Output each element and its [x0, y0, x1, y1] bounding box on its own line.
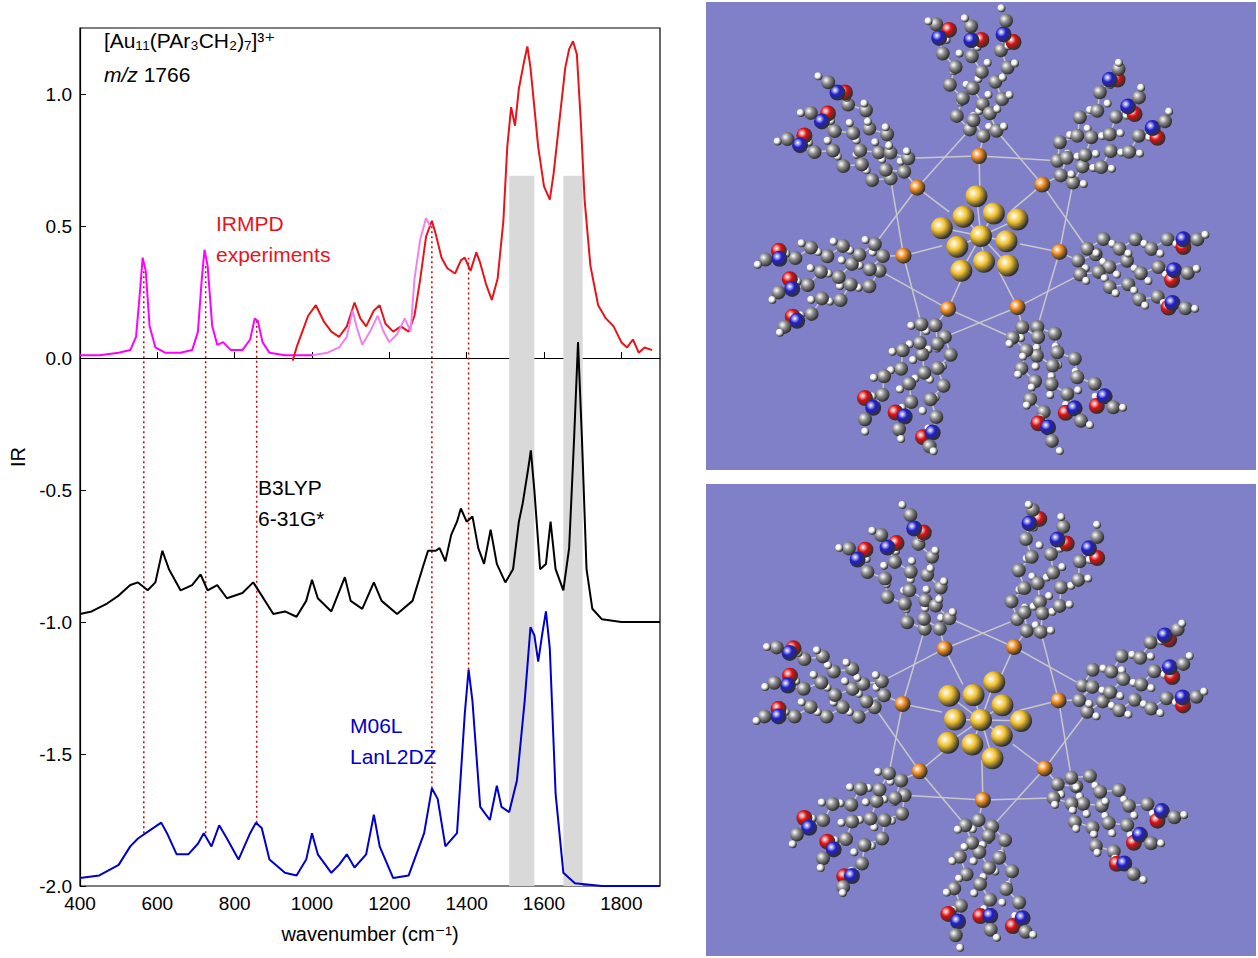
svg-text:1600: 1600	[523, 893, 565, 914]
svg-text:IR: IR	[7, 447, 29, 467]
svg-text:1400: 1400	[446, 893, 488, 914]
svg-text:1000: 1000	[291, 893, 333, 914]
svg-text:m/z: m/z	[104, 63, 138, 86]
svg-text:-1.0: -1.0	[39, 612, 72, 633]
svg-text:[Au₁₁(PAr₃CH₂)₇]³⁺: [Au₁₁(PAr₃CH₂)₇]³⁺	[104, 29, 275, 52]
svg-text:LanL2DZ: LanL2DZ	[350, 745, 437, 768]
svg-text:-1.5: -1.5	[39, 744, 72, 765]
svg-text:0.0: 0.0	[46, 348, 72, 369]
svg-text:1800: 1800	[600, 893, 642, 914]
svg-text:1.0: 1.0	[46, 84, 72, 105]
svg-text:1200: 1200	[368, 893, 410, 914]
svg-text:800: 800	[219, 893, 251, 914]
svg-text:wavenumber (cm⁻¹): wavenumber (cm⁻¹)	[280, 923, 458, 945]
svg-text:600: 600	[141, 893, 173, 914]
svg-text:M06L: M06L	[350, 714, 403, 737]
svg-text:400: 400	[64, 893, 96, 914]
svg-text:0.5: 0.5	[46, 216, 72, 237]
svg-text:6-31G*: 6-31G*	[258, 507, 325, 530]
svg-text:IRMPD: IRMPD	[216, 212, 284, 235]
svg-text:1766: 1766	[138, 63, 191, 86]
svg-text:B3LYP: B3LYP	[258, 476, 322, 499]
svg-text:-0.5: -0.5	[39, 480, 72, 501]
svg-text:-2.0: -2.0	[39, 875, 72, 897]
svg-text:experiments: experiments	[216, 243, 330, 266]
